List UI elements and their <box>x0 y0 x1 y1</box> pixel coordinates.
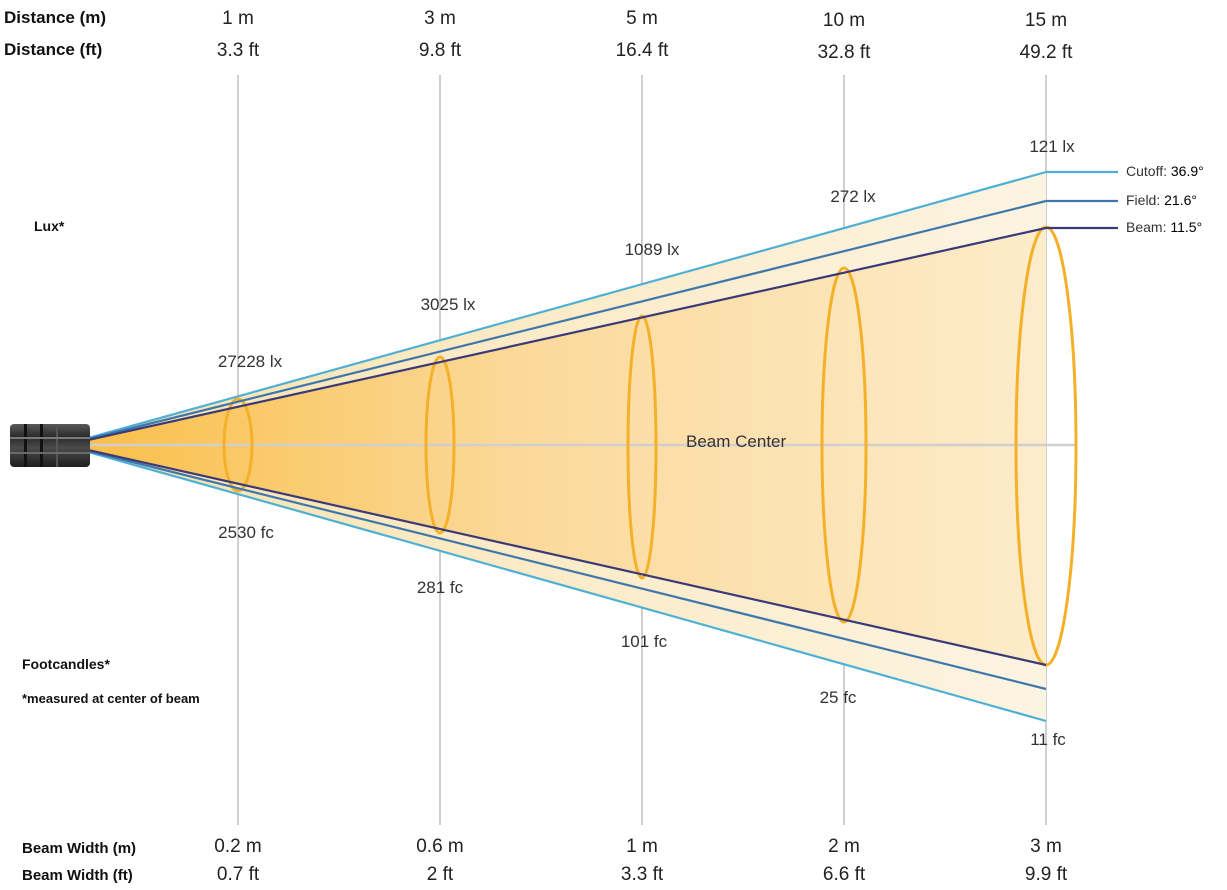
beam-section-1m <box>222 397 254 493</box>
beam-center-label: Beam Center <box>686 432 787 451</box>
field-line-lower <box>87 449 1047 691</box>
distance-m-3: 5 m <box>626 8 658 29</box>
fc-value-5: 11 fc <box>1030 730 1066 749</box>
distance-m-2: 3 m <box>424 8 456 29</box>
fc-value-4: 25 fc <box>819 688 857 707</box>
distance-ft-4: 32.8 ft <box>817 42 871 63</box>
field-angle-value: 21.6° <box>1164 192 1197 208</box>
distance-ft-header: Distance (ft) <box>4 40 103 59</box>
beam-width-ft-5: 9.9 ft <box>1024 864 1068 885</box>
distance-ft-2: 9.8 ft <box>418 40 462 61</box>
lux-value-2: 3025 lx <box>420 295 476 314</box>
lux-value-5: 121 lx <box>1029 137 1075 156</box>
field-angle-label: Field: 21.6° <box>1126 192 1197 208</box>
distance-ft-1: 3.3 ft <box>216 40 260 61</box>
beam-width-ft-2: 2 ft <box>426 864 454 885</box>
lux-value-1: 27228 lx <box>217 352 283 371</box>
beam-angle-value: 11.5° <box>1170 219 1203 235</box>
light-fixture-icon <box>10 424 90 467</box>
beam-width-ft-label: Beam Width (ft) <box>22 867 133 884</box>
distance-m-header: Distance (m) <box>4 8 107 27</box>
fc-value-3: 101 fc <box>620 632 668 651</box>
beam-width-m-2: 0.6 m <box>416 836 464 857</box>
distance-m-1: 1 m <box>222 8 254 29</box>
cutoff-angle-name: Cutoff: <box>1126 163 1167 179</box>
beam-width-ft-3: 3.3 ft <box>620 864 664 885</box>
beam-width-m-1: 0.2 m <box>214 836 262 857</box>
beam-width-m-3: 1 m <box>626 836 658 857</box>
beam-width-m-4: 2 m <box>828 836 860 857</box>
distance-m-4: 10 m <box>822 10 866 31</box>
footcandles-label: Footcandles* <box>22 656 110 672</box>
cutoff-angle-label: Cutoff: 36.9° <box>1126 163 1204 179</box>
beam-section-5m <box>626 314 658 580</box>
distance-ft-3: 16.4 ft <box>615 40 669 61</box>
beam-width-ft-4: 6.6 ft <box>822 864 866 885</box>
beam-section-3m <box>424 355 456 535</box>
fc-value-1: 2530 fc <box>218 523 274 542</box>
lux-label: Lux* <box>34 218 65 234</box>
cutoff-line-lower <box>87 450 1047 723</box>
beam-cone-fill <box>88 228 1046 666</box>
beam-angle-name: Beam: <box>1126 219 1167 235</box>
beam-section-10m <box>820 266 868 624</box>
cutoff-angle-value: 36.9° <box>1170 163 1204 179</box>
beam-width-m-5: 3 m <box>1030 836 1062 857</box>
cutoff-line-upper <box>87 170 1047 440</box>
distance-ft-5: 49.2 ft <box>1019 42 1073 63</box>
measurement-note: *measured at center of beam <box>22 691 200 706</box>
beam-angle-label: Beam: 11.5° <box>1126 219 1202 235</box>
distance-m-5: 15 m <box>1024 10 1068 31</box>
lux-value-4: 272 lx <box>830 187 876 206</box>
field-angle-name: Field: <box>1126 192 1161 208</box>
beam-line-lower <box>87 448 1047 667</box>
beam-width-m-label: Beam Width (m) <box>22 840 137 857</box>
beam-line-upper <box>87 226 1047 442</box>
lux-value-3: 1089 lx <box>624 240 680 259</box>
beam-width-ft-1: 0.7 ft <box>216 864 260 885</box>
field-line-upper <box>87 199 1047 441</box>
fc-value-2: 281 fc <box>416 578 464 597</box>
